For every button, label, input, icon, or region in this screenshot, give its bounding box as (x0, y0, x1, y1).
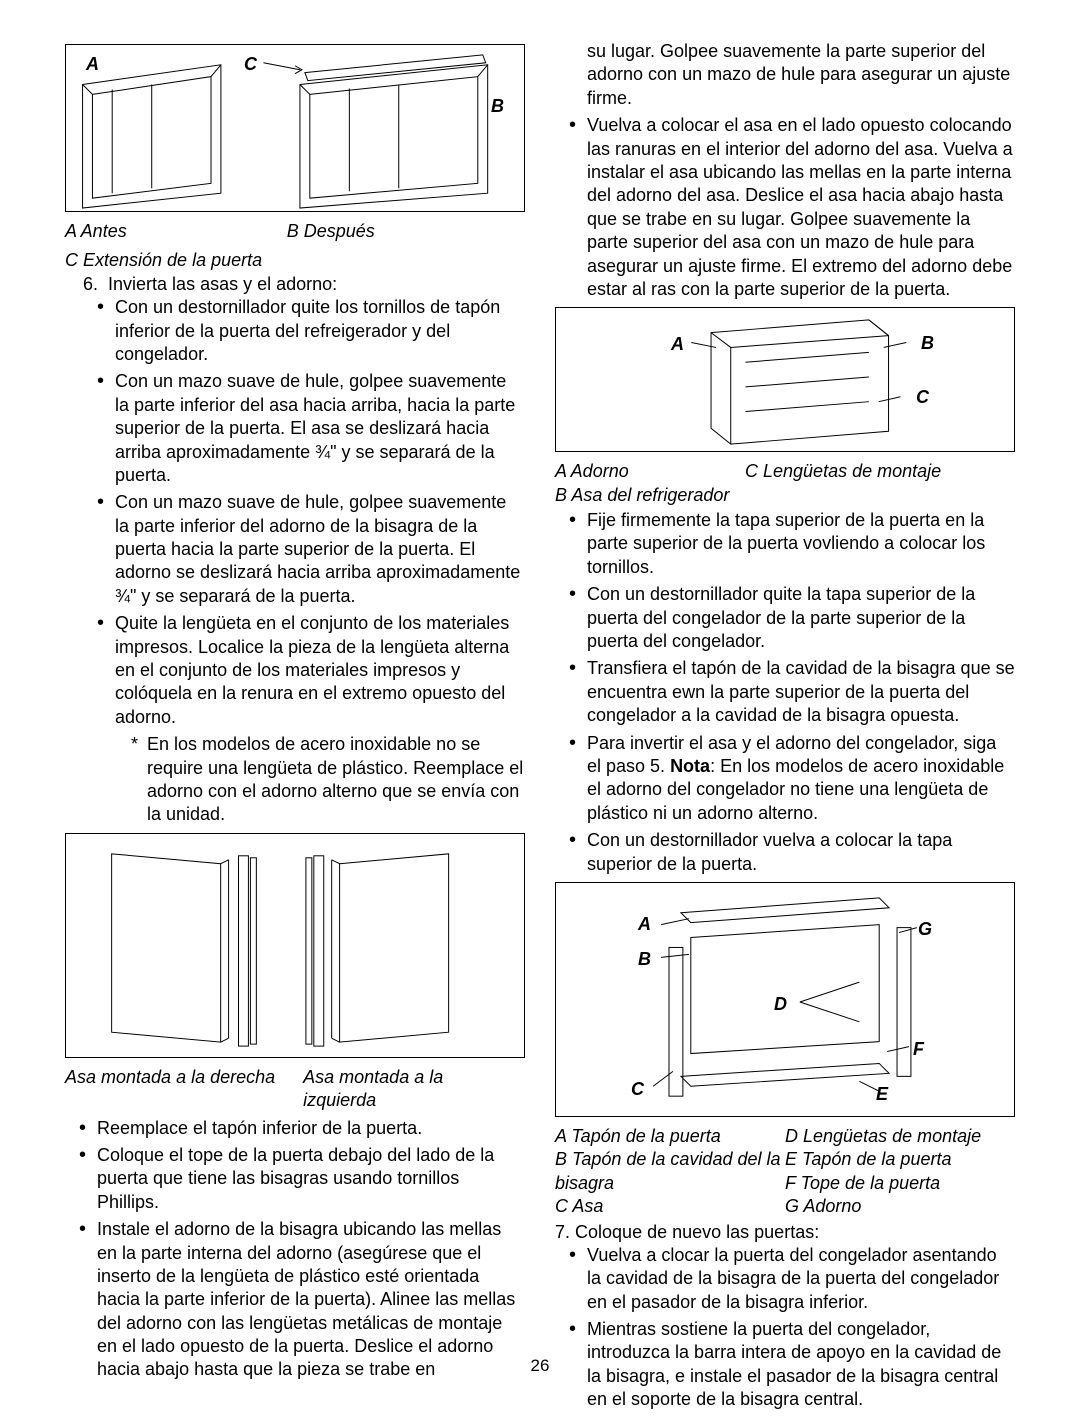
step7-title: Coloque de nuevo las puertas: (575, 1222, 819, 1242)
step6-b1: Con un destornillador quite los tornillo… (115, 296, 525, 366)
pf2-b1: Reemplace el tapón inferior de la puerta… (97, 1117, 525, 1140)
pf3-b2: Con un destornillador quite la tapa supe… (587, 583, 1015, 653)
figure-handle-mount (65, 833, 525, 1058)
pf3-b5: Con un destornillador vuelva a colocar l… (587, 829, 1015, 876)
pf2-b2: Coloque el tope de la puerta debajo del … (97, 1144, 525, 1214)
fig3-legend: A Adorno C Lengüetas de montaje B Asa de… (555, 460, 1015, 507)
pf3-b1: Fije firmemente la tapa superior de la p… (587, 509, 1015, 579)
right-column: su lugar. Golpee suavemente la parte sup… (555, 40, 1015, 1416)
step-6: 6. Invierta las asas y el adorno: Con un… (65, 273, 525, 827)
right-b1: Vuelva a colocar el asa en el lado opues… (587, 114, 1015, 301)
fig1-label-C: C (244, 53, 257, 76)
fig4-legend: A Tapón de la puerta B Tapón de la cavid… (555, 1125, 1015, 1219)
page-number: 26 (531, 1355, 550, 1377)
fig3-legend-C: C Lengüetas de montaje (745, 460, 941, 483)
fig4-legend-G: G Adorno (785, 1195, 981, 1218)
fig1-legend-C: C Extensión de la puerta (65, 249, 525, 272)
step-7: 7. Coloque de nuevo las puertas: Vuelva … (555, 1221, 1015, 1412)
fig2-legend: Asa montada a la derecha Asa montada a l… (65, 1066, 525, 1113)
fig1-legend: A Antes B Después C Extensión de la puer… (65, 220, 525, 273)
fig3-drawing (556, 308, 1014, 451)
pf2-b3: Instale el adorno de la bisagra ubicando… (97, 1218, 525, 1382)
fig4-legend-F: F Tope de la puerta (785, 1172, 981, 1195)
fig1-label-B: B (491, 95, 504, 118)
fig4-legend-E: E Tapón de la puerta (785, 1148, 981, 1171)
fig2-right: Asa montada a la izquierda (303, 1066, 483, 1113)
figure-adorno: A B C (555, 307, 1015, 452)
fig3-legend-A: A Adorno (555, 460, 745, 483)
fig1-legend-B: B Después (287, 220, 375, 243)
figure-full-exploded: A B C D E F G (555, 882, 1015, 1117)
step6-b2: Con un mazo suave de hule, golpee suavem… (115, 370, 525, 487)
fig2-drawing (66, 834, 524, 1057)
fig4-label-C: C (631, 1078, 644, 1101)
fig3-label-B: B (921, 332, 934, 355)
step6-title: Invierta las asas y el adorno: (108, 274, 337, 294)
fig2-left: Asa montada a la derecha (65, 1066, 275, 1113)
right-continuation: su lugar. Golpee suavemente la parte sup… (555, 40, 1015, 110)
step7-num: 7. (555, 1222, 570, 1242)
pf3-b3: Transfiera el tapón de la cavidad de la … (587, 657, 1015, 727)
fig4-label-D: D (774, 993, 787, 1016)
figure-door-extension: A C B (65, 44, 525, 212)
fig4-legend-C: C Asa (555, 1195, 785, 1218)
step6-b3: Con un mazo suave de hule, golpee suavem… (115, 491, 525, 608)
fig1-drawing (66, 45, 524, 211)
step6-num: 6. (83, 274, 98, 294)
step7-b2: Mientras sostiene la puerta del congelad… (587, 1318, 1015, 1412)
fig4-label-B: B (638, 948, 651, 971)
fig1-label-A: A (86, 53, 99, 76)
fig4-legend-B: B Tapón de la cavidad del la bisagra (555, 1148, 785, 1195)
fig3-label-C: C (916, 386, 929, 409)
fig1-legend-A: A Antes (65, 220, 127, 243)
step7-b1: Vuelva a clocar la puerta del congelador… (587, 1244, 1015, 1314)
fig4-label-F: F (913, 1038, 924, 1061)
step6-s1: En los modelos de acero inoxidable no se… (147, 733, 525, 827)
left-column: A C B (65, 40, 525, 1416)
fig4-legend-D: D Lengüetas de montaje (785, 1125, 981, 1148)
fig4-label-A: A (638, 913, 651, 936)
fig3-legend-B: B Asa del refrigerador (555, 484, 1015, 507)
pf3-b4: Para invertir el asa y el adorno del con… (587, 732, 1015, 826)
fig4-label-G: G (918, 918, 932, 941)
fig4-legend-A: A Tapón de la puerta (555, 1125, 785, 1148)
fig3-label-A: A (671, 333, 684, 356)
step6-b4: Quite la lengüeta en el conjunto de los … (115, 612, 525, 729)
fig4-label-E: E (876, 1083, 888, 1106)
